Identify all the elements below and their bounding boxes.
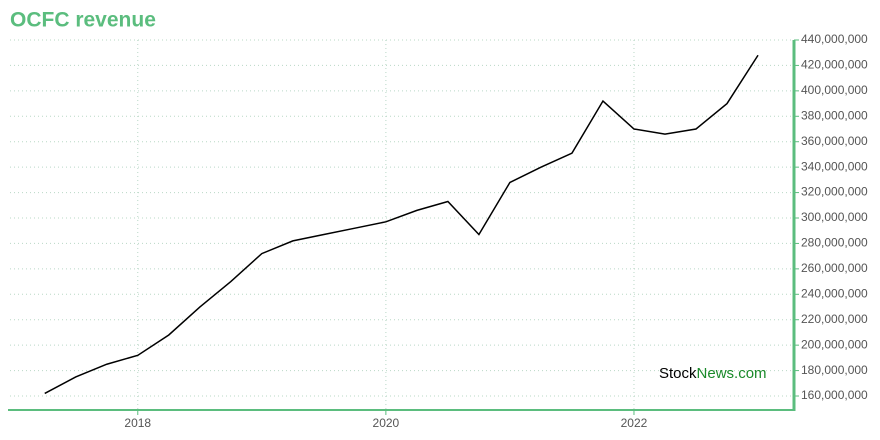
y-tick-label: 440,000,000 [801,32,868,46]
x-tick-label: 2018 [124,416,151,430]
y-tick-label: 300,000,000 [801,210,868,224]
x-tick-label: 2022 [621,416,648,430]
grid-layer [10,39,799,415]
y-tick-label: 400,000,000 [801,83,868,97]
x-tick-label: 2020 [373,416,400,430]
y-tick-label: 340,000,000 [801,159,868,173]
y-tick-label: 420,000,000 [801,58,868,72]
y-tick-label: 220,000,000 [801,312,868,326]
chart-title: OCFC revenue [10,9,156,32]
y-tick-label: 260,000,000 [801,261,868,275]
watermark: StockNews.com [659,365,767,382]
y-tick-label: 200,000,000 [801,337,868,351]
y-tick-label: 360,000,000 [801,134,868,148]
y-tick-label: 380,000,000 [801,108,868,122]
y-tick-label: 280,000,000 [801,236,868,250]
line-series [44,54,759,395]
y-tick-label: 240,000,000 [801,286,868,300]
watermark-suffix: News.com [697,365,767,382]
watermark-brand: Stock [659,365,697,382]
y-tick-label: 320,000,000 [801,185,868,199]
y-tick-label: 160,000,000 [801,388,868,402]
y-tick-label: 180,000,000 [801,363,868,377]
